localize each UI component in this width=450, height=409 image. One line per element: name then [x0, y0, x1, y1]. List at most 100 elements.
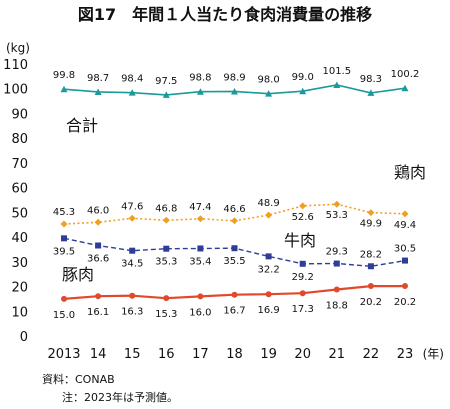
data-point	[333, 286, 340, 293]
data-label: 15.3	[155, 309, 177, 320]
data-label: 18.8	[326, 301, 348, 312]
data-point	[265, 253, 272, 260]
y-tick-label: 110	[3, 58, 28, 73]
data-point	[162, 216, 170, 224]
x-tick-label: 18	[226, 347, 243, 362]
y-tick-label: 30	[11, 256, 28, 271]
y-tick-label: 70	[11, 157, 28, 172]
data-label: 36.6	[87, 253, 109, 264]
footnote: 注：2023年は予測値。	[62, 390, 178, 404]
data-label: 16.1	[87, 307, 109, 318]
data-label: 47.4	[189, 202, 211, 213]
data-label: 46.8	[155, 203, 177, 214]
data-point	[231, 245, 238, 252]
data-label: 29.3	[326, 247, 348, 258]
data-point	[367, 263, 374, 270]
x-tick-label: 20	[294, 347, 311, 362]
y-tick-label: 90	[11, 107, 28, 122]
source-note: 資料：CONAB	[42, 372, 115, 386]
data-point	[163, 245, 170, 252]
data-point	[402, 283, 408, 290]
data-label: 46.6	[223, 204, 245, 215]
data-point	[231, 291, 238, 298]
data-label: 34.5	[121, 259, 143, 270]
data-point	[128, 89, 136, 96]
y-tick-label: 0	[20, 330, 28, 345]
data-label: 35.4	[189, 256, 211, 267]
data-point	[129, 247, 136, 254]
data-point	[401, 84, 409, 92]
x-tick-label: 14	[90, 347, 107, 362]
data-label: 49.9	[360, 219, 382, 230]
data-point	[299, 202, 307, 210]
x-tick-label: 17	[192, 347, 209, 362]
data-label: 98.3	[360, 74, 382, 85]
data-label: 98.0	[257, 75, 279, 86]
y-axis-unit: (kg)	[6, 41, 30, 55]
data-point	[401, 210, 409, 218]
data-point	[197, 293, 204, 300]
data-label: 98.7	[87, 73, 109, 84]
data-label: 53.3	[326, 210, 348, 221]
data-point	[196, 215, 204, 223]
data-label: 17.3	[292, 304, 314, 315]
data-label: 45.3	[53, 207, 75, 218]
data-point	[299, 290, 306, 297]
data-label: 35.3	[155, 257, 177, 268]
series-name-label: 豚肉	[62, 265, 94, 284]
y-tick-label: 80	[11, 132, 28, 147]
data-point	[196, 88, 204, 95]
x-tick-label: 15	[124, 347, 141, 362]
y-tick-label: 100	[3, 83, 28, 98]
data-label: 35.5	[223, 256, 245, 267]
data-point	[162, 91, 170, 98]
data-label: 48.9	[257, 198, 279, 209]
data-label: 16.0	[189, 307, 211, 318]
data-label: 32.2	[257, 264, 279, 275]
data-point	[333, 260, 340, 267]
data-label: 16.3	[121, 307, 143, 318]
data-label: 98.9	[223, 72, 245, 83]
data-label: 29.2	[292, 272, 314, 283]
x-tick-label: 2013	[47, 347, 80, 362]
data-point	[231, 87, 238, 95]
data-point	[60, 220, 68, 228]
y-tick-label: 40	[11, 231, 28, 246]
series-name-label: 合計	[66, 116, 98, 135]
data-label: 30.5	[394, 244, 416, 255]
data-point	[265, 291, 272, 298]
data-point	[299, 87, 307, 95]
data-label: 46.0	[87, 205, 109, 216]
data-point	[94, 88, 102, 95]
data-point	[163, 295, 170, 302]
y-tick-label: 10	[11, 305, 28, 320]
data-label: 52.6	[292, 212, 314, 223]
data-label: 20.2	[394, 297, 416, 308]
data-point	[94, 218, 102, 226]
x-tick-label: 19	[260, 347, 277, 362]
y-tick-label: 20	[11, 281, 28, 296]
data-point	[333, 200, 341, 208]
x-tick-label: 21	[329, 347, 346, 362]
y-tick-label: 50	[11, 206, 28, 221]
chart-title: 図17 年間１人当たり食肉消費量の推移	[78, 5, 372, 24]
data-point	[299, 260, 306, 267]
data-label: 101.5	[322, 66, 351, 77]
data-label: 20.2	[360, 297, 382, 308]
data-point	[61, 295, 67, 302]
data-label: 49.4	[394, 220, 416, 231]
data-label: 97.5	[155, 76, 177, 87]
x-tick-label: 16	[158, 347, 175, 362]
data-point	[128, 214, 136, 222]
x-tick-label: 23	[397, 347, 414, 362]
data-point	[367, 209, 375, 217]
data-point	[333, 81, 341, 89]
data-label: 99.0	[292, 72, 314, 83]
data-point	[197, 245, 204, 252]
data-point	[265, 90, 273, 97]
data-label: 28.2	[360, 249, 382, 260]
data-label: 99.8	[53, 70, 75, 81]
data-point	[129, 292, 136, 299]
